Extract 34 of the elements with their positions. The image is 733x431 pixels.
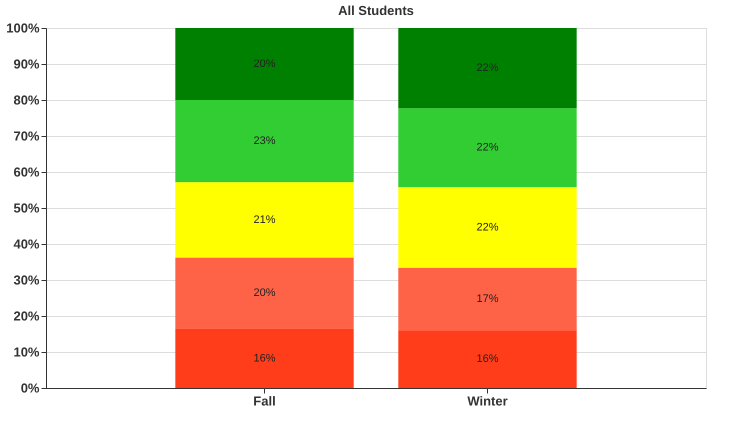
data-label: 22% xyxy=(476,221,499,234)
data-label: 20% xyxy=(254,58,276,70)
data-label: 20% xyxy=(254,287,276,300)
y-tick-label: 80% xyxy=(13,92,40,108)
y-tick-label: 10% xyxy=(13,344,40,360)
y-tick-label: 20% xyxy=(13,308,40,324)
data-label: 17% xyxy=(476,293,499,306)
y-tick-label: 90% xyxy=(13,56,40,72)
data-label: 23% xyxy=(254,135,276,148)
bar xyxy=(398,187,577,268)
bar xyxy=(175,258,354,329)
y-tick-label: 60% xyxy=(13,164,40,180)
bar xyxy=(175,100,354,182)
data-label: 22% xyxy=(476,142,499,154)
bar xyxy=(175,182,354,258)
data-label: 16% xyxy=(476,353,499,366)
x-tick-label: Winter xyxy=(467,394,508,408)
bar xyxy=(398,28,577,108)
y-tick-label: 100% xyxy=(6,20,40,36)
y-tick-label: 30% xyxy=(13,272,40,288)
data-label: 21% xyxy=(254,214,276,226)
y-tick-label: 0% xyxy=(20,380,40,396)
bar xyxy=(398,268,577,330)
x-tick-label: Fall xyxy=(253,394,276,408)
y-tick-label: 50% xyxy=(13,200,40,216)
bar xyxy=(398,330,577,388)
bar xyxy=(175,28,354,100)
y-tick-label: 70% xyxy=(13,128,40,144)
bar xyxy=(398,108,577,188)
data-label: 16% xyxy=(254,352,276,364)
y-tick-label: 40% xyxy=(13,236,40,252)
chart-title: All Students xyxy=(338,3,414,18)
bar xyxy=(175,328,354,388)
data-label: 22% xyxy=(476,62,499,74)
